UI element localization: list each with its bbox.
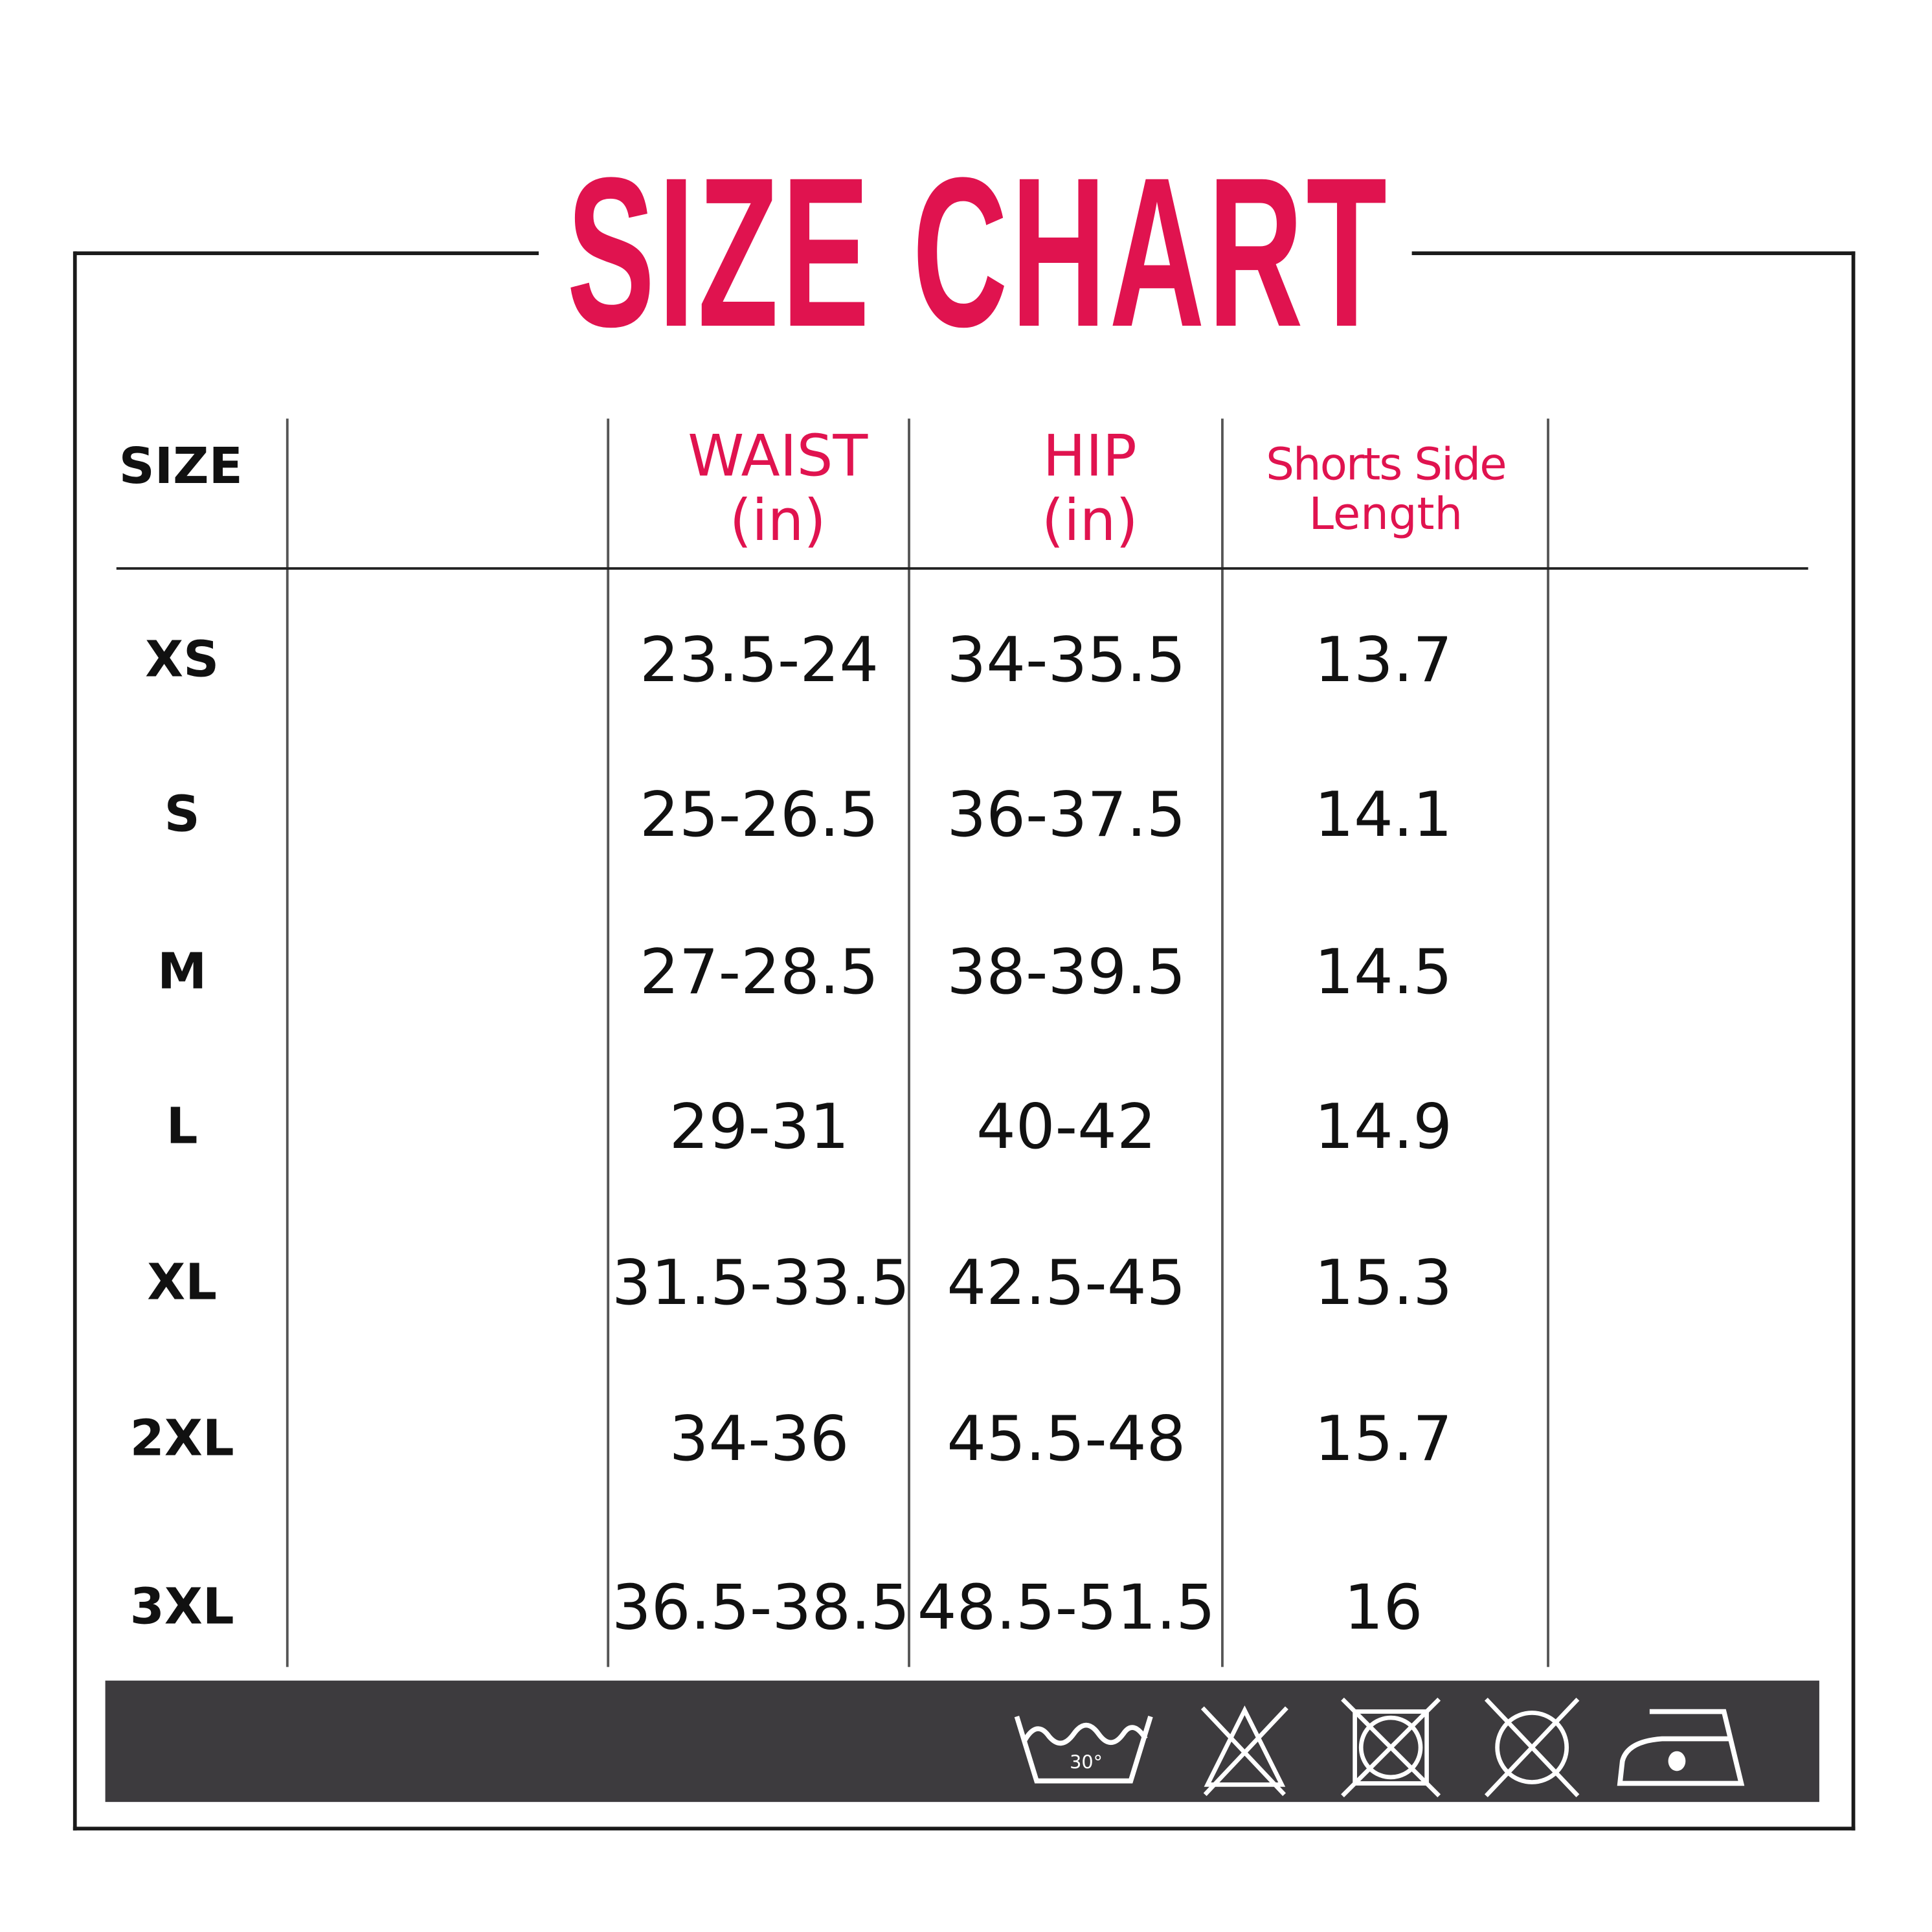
column-divider [1547,418,1549,1667]
cell-waist: 36.5-38.5 [611,1571,910,1644]
cell-size: S [164,786,200,844]
cell-length: 15.3 [1314,1247,1453,1320]
header-hip-line2: (in) [1041,486,1138,554]
cell-size: L [166,1098,198,1156]
cell-hip: 38-39.5 [947,936,1186,1009]
do-not-tumble-dry-icon [1341,1698,1441,1797]
column-divider [607,418,610,1667]
do-not-dry-clean-icon [1484,1698,1580,1797]
iron-low-icon [1617,1709,1745,1786]
cell-hip: 48.5-51.5 [917,1571,1216,1644]
cell-hip: 42.5-45 [947,1247,1186,1320]
cell-length: 14.5 [1314,936,1453,1009]
cell-size: 2XL [129,1410,234,1468]
wash-30-icon: 30° [1014,1716,1153,1784]
cell-hip: 45.5-48 [947,1403,1186,1476]
frame-top-right [1411,251,1856,256]
cell-hip: 40-42 [976,1091,1156,1163]
cell-size: 3XL [129,1578,234,1636]
cell-size: M [157,943,207,1001]
header-hip-line1: HIP [1042,422,1137,489]
header-size: SIZE [118,438,243,496]
header-hip: HIP (in) [941,423,1239,552]
cell-length: 14.9 [1314,1091,1453,1163]
frame-right [1851,251,1856,1831]
wash-temperature: 30° [1070,1751,1103,1773]
frame-bottom [73,1826,1856,1831]
cell-size: XS [145,631,219,689]
header-waist: WAIST (in) [629,423,927,552]
column-divider [286,418,289,1667]
header-waist-line1: WAIST [688,422,868,489]
cell-length: 14.1 [1314,779,1453,851]
header-shorts-side-length: Shorts Side Length [1226,440,1546,540]
cell-length: 13.7 [1314,624,1453,697]
cell-waist: 27-28.5 [639,936,879,1009]
do-not-bleach-icon [1200,1705,1288,1796]
cell-hip: 36-37.5 [947,779,1186,851]
frame-left [73,251,77,1831]
cell-waist: 29-31 [669,1091,849,1163]
cell-hip: 34-35.5 [947,624,1186,697]
cell-waist: 23.5-24 [639,624,879,697]
cell-waist: 25-26.5 [639,779,879,851]
header-divider [116,567,1808,570]
cell-length: 16 [1343,1571,1423,1644]
column-divider [1221,418,1224,1667]
cell-size: XL [147,1254,218,1312]
cell-waist: 34-36 [669,1403,849,1476]
header-waist-line2: (in) [729,486,826,554]
header-length-line2: Length [1309,489,1463,540]
column-divider [908,418,910,1667]
header-length-line1: Shorts Side [1266,440,1507,491]
cell-length: 15.7 [1314,1403,1453,1476]
page-title: SIZE CHART [567,133,1390,372]
cell-waist: 31.5-33.5 [611,1247,910,1320]
frame-top-left [74,251,539,256]
